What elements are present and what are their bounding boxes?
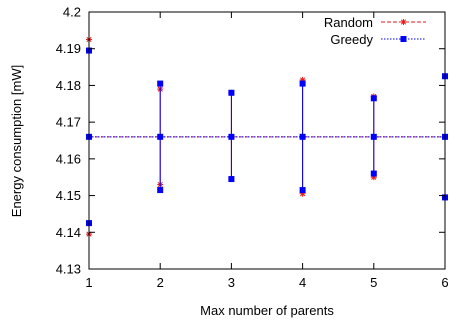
legend-marker-random xyxy=(400,19,407,25)
legend-marker-greedy xyxy=(400,36,407,42)
y-axis-label: Energy consumption [mW] xyxy=(9,65,24,217)
series-greedy xyxy=(86,47,448,227)
point-high xyxy=(299,80,306,87)
y-tick-label: 4.14 xyxy=(56,225,81,240)
x-tick-label: 4 xyxy=(299,275,306,290)
x-tick-label: 3 xyxy=(228,275,235,290)
x-tick-label: 2 xyxy=(157,275,164,290)
point-high xyxy=(370,95,377,102)
y-tick-label: 4.15 xyxy=(56,188,81,203)
star-stroke xyxy=(400,19,407,25)
x-tick-label: 6 xyxy=(441,275,448,290)
legend-label-random: Random xyxy=(324,15,373,30)
legend: Random Greedy xyxy=(324,15,426,47)
y-tick-label: 4.16 xyxy=(56,151,81,166)
point-mean xyxy=(299,133,306,140)
legend-label-greedy: Greedy xyxy=(330,32,373,47)
y-tick-label: 4.19 xyxy=(56,41,81,56)
point-low xyxy=(157,187,164,194)
point-mean xyxy=(228,133,235,140)
y-tick-label: 4.2 xyxy=(63,5,81,20)
point-high xyxy=(228,89,235,96)
plot-frame xyxy=(88,11,446,270)
x-axis-label: Max number of parents xyxy=(200,303,334,318)
point-low xyxy=(370,170,377,177)
point-low xyxy=(228,176,235,183)
axis-ticks: 1 2 3 4 5 6 4.13 4.14 4.15 4.16 4.17 4.18 4.19 4.2 xyxy=(56,5,449,291)
y-tick-label: 4.13 xyxy=(56,262,81,277)
plot-area xyxy=(86,36,448,238)
y-tick-label: 4.18 xyxy=(56,78,81,93)
point-mean xyxy=(370,133,377,140)
x-tick-label: 1 xyxy=(85,275,92,290)
y-tick-label: 4.17 xyxy=(56,115,81,130)
point-low xyxy=(299,187,306,194)
point-high xyxy=(157,80,164,87)
x-tick-label: 5 xyxy=(370,275,377,290)
point-mean xyxy=(157,133,164,140)
